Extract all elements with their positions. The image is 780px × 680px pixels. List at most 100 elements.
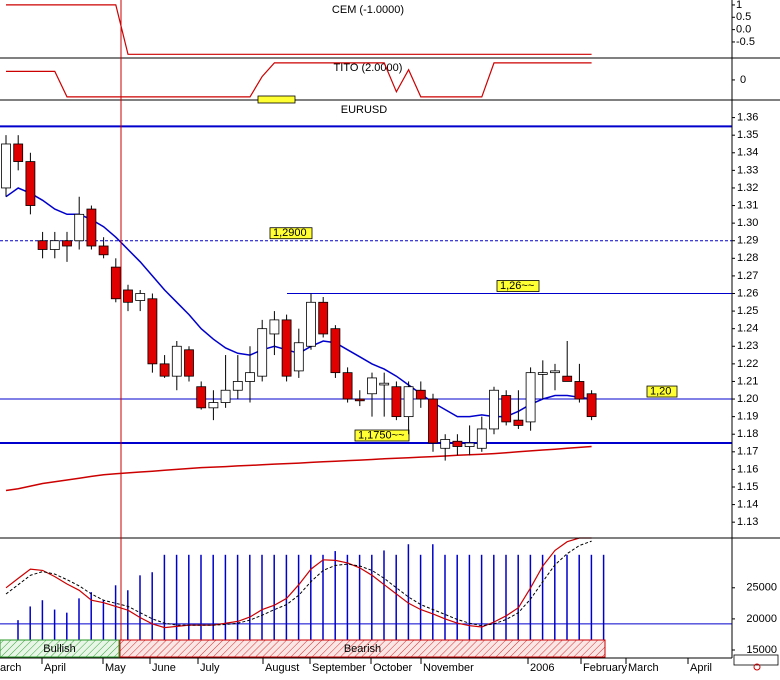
candle-body xyxy=(159,363,170,377)
y-tick-label: 20000 xyxy=(746,613,777,625)
candle-body xyxy=(525,372,536,423)
candle-body xyxy=(306,301,316,347)
y-tick-label: 1.22 xyxy=(737,358,758,370)
candle-body xyxy=(537,372,548,375)
y-tick-label: 1.25 xyxy=(737,305,758,317)
y-tick-label: 1.18 xyxy=(737,428,758,440)
indicator-line xyxy=(6,62,592,98)
candle-body xyxy=(245,372,255,382)
y-tick-label: 1.21 xyxy=(737,375,758,387)
candle-body xyxy=(37,240,48,250)
candle-body xyxy=(452,440,463,447)
candle-body xyxy=(367,377,377,395)
x-tick-label: arch xyxy=(0,662,21,674)
y-tick-label: 1.31 xyxy=(737,199,758,211)
x-tick-label: February xyxy=(583,662,628,674)
candle-body xyxy=(232,381,243,391)
y-tick-label: 25000 xyxy=(746,582,777,594)
y-tick-label: 1.17 xyxy=(737,446,758,458)
y-tick-label: 1.32 xyxy=(737,182,758,194)
candle-body xyxy=(391,386,402,418)
y-tick-label: 1.28 xyxy=(737,252,758,264)
level-label-box xyxy=(646,385,678,398)
candle-body xyxy=(74,213,85,242)
candle-body xyxy=(318,301,329,335)
level-label-box xyxy=(354,429,410,442)
level-label: 1,1750~~ xyxy=(358,429,405,441)
level-label-box xyxy=(269,227,313,240)
x-tick-label: August xyxy=(265,662,299,674)
candle-body xyxy=(501,395,512,423)
oscillator-line xyxy=(5,540,592,627)
candle-body xyxy=(49,240,60,250)
x-tick-label: March xyxy=(628,662,659,674)
candle-body xyxy=(220,389,231,403)
x-tick-label: October xyxy=(373,662,412,674)
y-tick-label: 0.0 xyxy=(736,24,751,36)
x-tick-label: July xyxy=(200,662,220,674)
panel-title: CEM (-1.0000) xyxy=(332,4,404,16)
candle-body xyxy=(476,428,487,449)
y-tick-label: 1.24 xyxy=(737,323,758,335)
x-tick-label: 2006 xyxy=(530,662,554,674)
x-tick-label: April xyxy=(44,662,66,674)
y-tick-label: 1.33 xyxy=(737,164,758,176)
y-tick-label: 1.35 xyxy=(737,129,758,141)
x-tick-label: June xyxy=(152,662,176,674)
level-label-box xyxy=(496,280,540,292)
candle-body xyxy=(147,298,158,365)
candle-body xyxy=(379,382,390,386)
candle-body xyxy=(586,393,597,418)
y-tick-label: 1.30 xyxy=(737,217,758,229)
candle-body xyxy=(1,143,11,189)
x-tick-label: April xyxy=(690,662,712,674)
regime-label: Bullish xyxy=(43,643,75,655)
y-tick-label: 0 xyxy=(740,74,746,86)
y-tick-label: 1.16 xyxy=(737,463,758,475)
y-tick-label: 15000 xyxy=(746,644,777,656)
y-tick-label: 1.34 xyxy=(737,147,758,159)
candle-body xyxy=(135,293,146,301)
marker-box xyxy=(257,95,296,104)
candle-body xyxy=(428,398,438,444)
status-icon xyxy=(753,663,761,671)
candle-body xyxy=(293,342,304,372)
y-tick-label: -0.5 xyxy=(736,36,755,48)
candle-body xyxy=(123,289,133,303)
y-tick-label: 1.23 xyxy=(737,340,758,352)
candle-body xyxy=(281,319,292,377)
indicator-line xyxy=(6,4,592,55)
candle-body xyxy=(513,419,524,426)
y-tick-label: 1.20 xyxy=(737,393,758,405)
y-tick-label: 1.29 xyxy=(737,235,758,247)
x-tick-label: May xyxy=(105,662,126,674)
y-tick-label: 1.27 xyxy=(737,270,758,282)
candle-body xyxy=(489,389,499,430)
x-tick-label: September xyxy=(312,662,366,674)
candle-body xyxy=(342,372,353,400)
panel-title: TITO (2.0000) xyxy=(334,62,403,74)
candle-body xyxy=(184,349,194,377)
regime-band xyxy=(0,639,120,658)
candle-body xyxy=(330,328,341,374)
candle-body xyxy=(98,245,109,256)
regime-label: Bearish xyxy=(344,643,381,655)
x-tick-label: November xyxy=(423,662,474,674)
axis-box xyxy=(733,654,779,666)
y-tick-label: 1 xyxy=(736,0,742,11)
panel-title: EURUSD xyxy=(341,104,388,116)
candle-body xyxy=(562,375,573,382)
candle-body xyxy=(13,143,24,162)
candle-body xyxy=(25,161,36,206)
candle-body xyxy=(440,439,451,449)
candle-body xyxy=(110,266,121,300)
candle-body xyxy=(171,345,182,377)
regime-band xyxy=(119,639,606,658)
oscillator-line xyxy=(5,537,592,629)
candle-body xyxy=(269,319,280,335)
y-tick-label: 1.14 xyxy=(737,498,758,510)
level-label: 1,26~~ xyxy=(500,280,534,292)
moving-average xyxy=(5,445,592,492)
y-tick-label: 1.26 xyxy=(737,287,758,299)
